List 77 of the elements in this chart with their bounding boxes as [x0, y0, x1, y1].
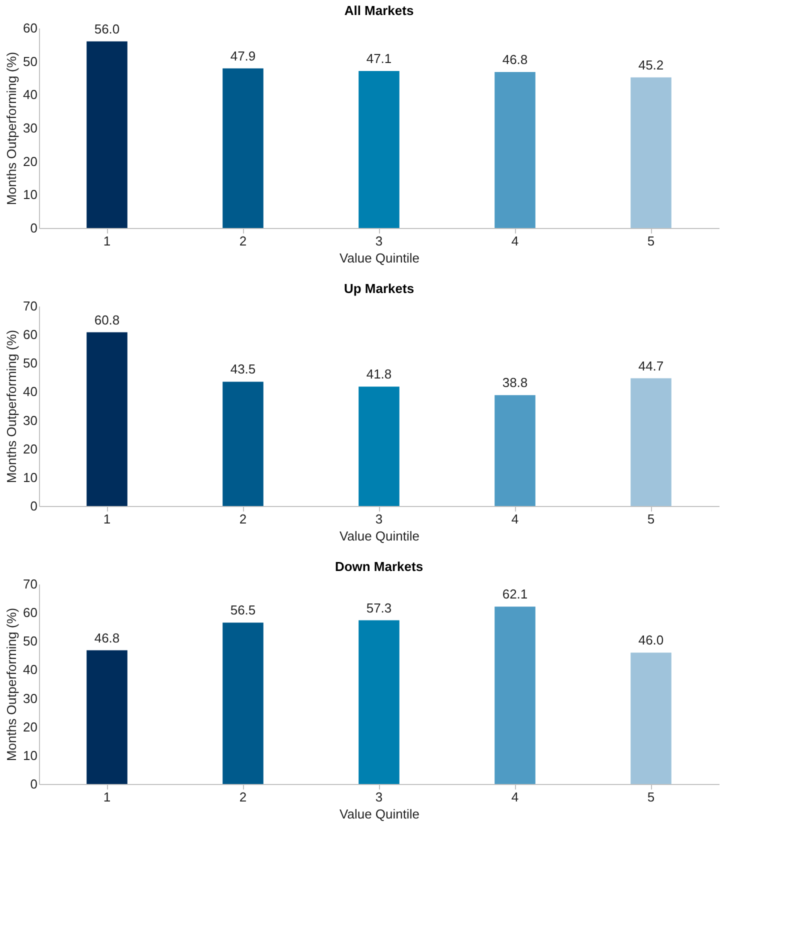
y-tick-label: 0: [30, 498, 38, 514]
data-label: 62.1: [502, 586, 528, 602]
x-tick-label: 4: [511, 234, 519, 248]
data-label: 46.8: [94, 630, 120, 646]
data-label: 46.8: [502, 52, 528, 67]
bar: [630, 77, 672, 228]
y-tick-label: 60: [23, 605, 38, 620]
y-axis-title: Months Outperforming (%): [4, 608, 20, 762]
x-tick-label: 5: [647, 790, 655, 804]
data-label: 56.5: [230, 602, 256, 618]
bar: [630, 652, 672, 784]
y-tick-label: 50: [23, 634, 38, 649]
x-tick-label: 4: [511, 790, 519, 804]
data-label: 57.3: [366, 600, 392, 616]
x-axis-title: Value Quintile: [340, 250, 420, 266]
bar: [494, 72, 536, 228]
y-tick-label: 70: [23, 298, 38, 314]
y-tick-label: 50: [23, 54, 38, 69]
x-tick-label: 2: [239, 234, 247, 248]
data-label: 45.2: [638, 57, 664, 72]
y-tick-label: 30: [23, 412, 38, 428]
bar: [86, 332, 128, 506]
x-tick-label: 2: [239, 790, 247, 804]
y-tick-label: 70: [23, 576, 38, 592]
bar: [494, 606, 536, 784]
y-tick-label: 0: [30, 220, 38, 236]
y-tick-label: 0: [30, 776, 38, 792]
y-tick-label: 10: [23, 470, 38, 485]
x-axis-title: Value Quintile: [340, 528, 420, 544]
x-tick-label: 4: [511, 512, 519, 526]
y-tick-label: 40: [23, 662, 38, 678]
data-label: 47.1: [366, 51, 392, 66]
x-tick-label: 1: [103, 234, 111, 248]
data-label: 56.0: [94, 21, 120, 36]
bar: [630, 378, 672, 506]
x-tick-label: 1: [103, 512, 111, 526]
y-tick-label: 20: [23, 154, 38, 169]
bar: [86, 650, 128, 784]
bar: [358, 386, 400, 506]
data-label: 41.8: [366, 366, 392, 382]
chart-title: Down Markets: [334, 559, 424, 574]
data-label: 46.0: [638, 632, 664, 648]
x-tick-label: 5: [647, 512, 655, 526]
y-axis-title: Months Outperforming (%): [4, 330, 20, 484]
y-tick-label: 50: [23, 356, 38, 371]
y-tick-label: 10: [23, 187, 38, 202]
x-tick-label: 3: [375, 512, 383, 526]
data-label: 60.8: [94, 312, 120, 328]
bar: [494, 395, 536, 506]
bar: [86, 41, 128, 228]
y-tick-label: 30: [23, 120, 38, 136]
x-tick-label: 3: [375, 234, 383, 248]
y-tick-label: 40: [23, 384, 38, 400]
bar: [358, 71, 400, 228]
bar: [358, 620, 400, 784]
y-tick-label: 60: [23, 20, 38, 36]
y-tick-label: 60: [23, 327, 38, 342]
y-tick-label: 20: [23, 441, 38, 456]
x-tick-label: 3: [375, 790, 383, 804]
y-axis-title: Months Outperforming (%): [4, 52, 20, 206]
x-axis-title: Value Quintile: [340, 806, 420, 822]
data-label: 44.7: [638, 358, 664, 374]
data-label: 43.5: [230, 362, 256, 377]
chart-title: Up Markets: [344, 281, 414, 296]
y-tick-label: 30: [23, 690, 38, 706]
bar: [222, 622, 264, 784]
x-tick-label: 2: [239, 512, 247, 526]
data-label: 47.9: [230, 48, 256, 64]
x-tick-label: 1: [103, 790, 111, 804]
x-tick-label: 5: [647, 234, 655, 248]
bar: [222, 382, 264, 506]
bar: [222, 68, 264, 228]
y-tick-label: 20: [23, 719, 38, 734]
data-label: 38.8: [502, 375, 528, 390]
y-tick-label: 40: [23, 87, 38, 102]
chart-title: All Markets: [344, 3, 414, 18]
y-tick-label: 10: [23, 748, 38, 763]
